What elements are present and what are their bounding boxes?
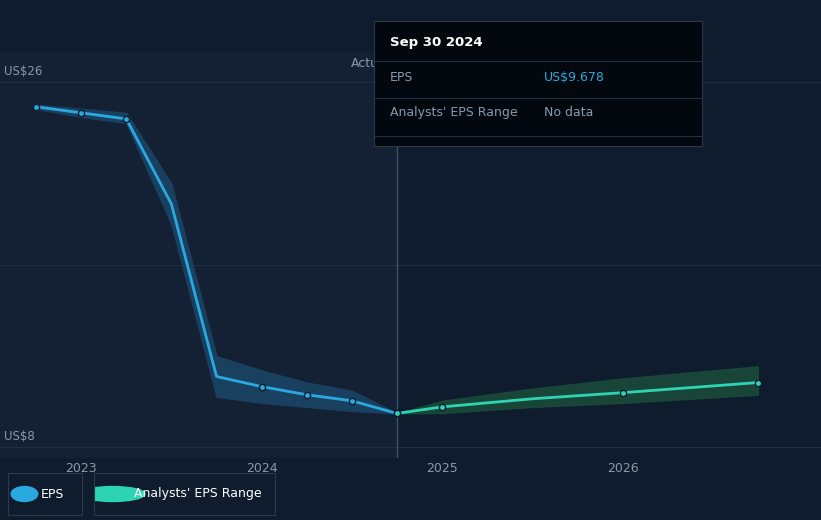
Point [300, 391, 314, 399]
Text: EPS: EPS [41, 488, 64, 500]
Circle shape [11, 487, 38, 501]
Point [435, 402, 448, 411]
Text: Analysts' EPS Range: Analysts' EPS Range [390, 106, 517, 119]
Point [255, 383, 268, 391]
Point [346, 397, 359, 405]
Text: Analysts Forecasts: Analysts Forecasts [411, 57, 528, 70]
Bar [0, 52, 397, 458]
Point [751, 379, 764, 387]
Text: No data: No data [544, 106, 594, 119]
Text: Actual: Actual [351, 57, 390, 70]
Point [391, 409, 404, 418]
Text: US$26: US$26 [3, 66, 42, 79]
Text: US$9.678: US$9.678 [544, 71, 605, 84]
Point [30, 102, 43, 111]
Point [75, 109, 88, 117]
Text: EPS: EPS [390, 71, 413, 84]
Point [120, 115, 133, 123]
Text: Analysts' EPS Range: Analysts' EPS Range [134, 488, 262, 500]
Point [616, 388, 629, 397]
Point [391, 409, 404, 418]
Circle shape [80, 487, 145, 501]
Text: US$8: US$8 [3, 431, 34, 444]
Text: Sep 30 2024: Sep 30 2024 [390, 36, 483, 49]
